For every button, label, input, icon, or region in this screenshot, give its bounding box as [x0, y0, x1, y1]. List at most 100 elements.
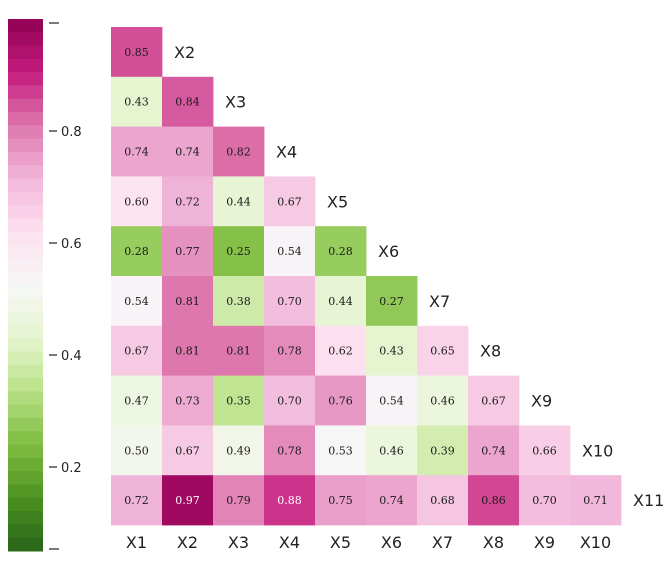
colorbar-segment [8, 231, 43, 246]
cell-value-label: 0.81 [175, 345, 200, 358]
colorbar-segment [8, 19, 43, 33]
cell-value-label: 0.77 [175, 245, 200, 258]
cell-value-label: 0.67 [124, 345, 149, 358]
heatmap-cell [264, 375, 316, 426]
heatmap-cell [162, 126, 214, 177]
cell-value-label: 0.70 [277, 295, 302, 308]
cell-value-label: 0.54 [124, 295, 149, 308]
heatmap-cell [417, 425, 469, 476]
colorbar-segment [8, 112, 43, 126]
row-label: X2 [174, 43, 195, 62]
heatmap-cell [366, 375, 418, 426]
cell-value-label: 0.74 [175, 146, 200, 159]
heatmap-cell [315, 375, 367, 426]
colorbar-segment [8, 218, 43, 233]
heatmap-cell [162, 76, 214, 127]
row-label: X3 [225, 93, 246, 112]
heatmap-cell [213, 276, 265, 327]
cell-value-label: 0.85 [124, 46, 149, 59]
colorbar-segment [8, 165, 43, 180]
cell-value-label: 0.25 [226, 245, 251, 258]
cell-value-label: 0.70 [532, 494, 557, 507]
colorbar-tick-label: 0.6 [61, 237, 82, 252]
cell-value-label: 0.81 [175, 295, 200, 308]
cell-value-label: 0.88 [277, 494, 302, 507]
cell-value-label: 0.53 [328, 444, 353, 457]
heatmap-cell [315, 425, 367, 476]
cell-value-label: 0.86 [481, 494, 506, 507]
colorbar-segment [8, 271, 43, 286]
colorbar-segment [8, 191, 43, 206]
heatmap-cell [264, 425, 316, 476]
heatmap-cell [468, 425, 520, 476]
column-label: X7 [432, 533, 453, 552]
heatmap-cell [213, 226, 265, 277]
cell-value-label: 0.78 [277, 444, 302, 457]
row-label: X11 [633, 491, 664, 510]
colorbar-segment [8, 298, 43, 313]
heatmap-cell [213, 176, 265, 227]
row-label: X7 [429, 292, 450, 311]
cell-value-label: 0.67 [277, 195, 302, 208]
cell-value-label: 0.54 [379, 395, 404, 408]
column-label: X5 [330, 533, 351, 552]
colorbar-segment [8, 245, 43, 259]
cell-value-label: 0.72 [175, 195, 200, 208]
heatmap-cell [162, 276, 214, 327]
column-label: X9 [534, 533, 555, 552]
heatmap-cell [315, 325, 367, 376]
colorbar-tick-label: 0.8 [61, 125, 82, 140]
colorbar-segment [8, 324, 43, 339]
colorbar: 0.2 0.4 0.6 0.8 [8, 19, 82, 552]
colorbar-segment [8, 457, 43, 472]
heatmap-cell [111, 226, 163, 277]
cell-value-label: 0.73 [175, 395, 200, 408]
colorbar-segment [8, 391, 43, 406]
colorbar-segment [8, 45, 43, 60]
colorbar-segment [8, 32, 43, 47]
cell-value-label: 0.38 [226, 295, 251, 308]
heatmap-cell [264, 276, 316, 327]
colorbar-segment [8, 311, 43, 326]
row-label: X9 [531, 392, 552, 411]
cell-value-label: 0.28 [328, 245, 353, 258]
colorbar-segment [8, 431, 43, 446]
colorbar-segment [8, 85, 43, 100]
cell-value-label: 0.74 [481, 444, 506, 457]
column-label: X4 [279, 533, 300, 552]
cell-value-label: 0.39 [430, 444, 455, 457]
column-labels: X1 X2 X3 X4 X5 X6 X7 X8 X9 X10 [126, 533, 611, 552]
cell-value-label: 0.74 [379, 494, 404, 507]
heatmap-cell [264, 226, 316, 277]
cell-value-label: 0.67 [175, 444, 200, 457]
colorbar-segment [8, 258, 43, 273]
colorbar-segment [8, 285, 43, 299]
cell-value-label: 0.46 [430, 395, 455, 408]
heatmap-cell [111, 76, 163, 127]
heatmap-cell [264, 176, 316, 227]
cell-value-label: 0.62 [328, 345, 353, 358]
heatmap-cell [315, 475, 367, 526]
cell-value-label: 0.68 [430, 494, 455, 507]
colorbar-segment [8, 537, 43, 552]
heatmap-cell [111, 475, 163, 526]
cell-value-label: 0.66 [532, 444, 557, 457]
heatmap-cell [111, 126, 163, 177]
cell-value-label: 0.50 [124, 444, 149, 457]
heatmap-cell [315, 226, 367, 277]
cell-value-label: 0.43 [379, 345, 404, 358]
heatmap-cell [366, 475, 418, 526]
colorbar-tick-label: 0.2 [61, 461, 82, 476]
cell-value-label: 0.54 [277, 245, 302, 258]
colorbar-segment [8, 125, 43, 140]
heatmap-cell [162, 425, 214, 476]
heatmap-cell [162, 176, 214, 227]
cell-value-label: 0.28 [124, 245, 149, 258]
cell-value-label: 0.79 [226, 494, 251, 507]
heatmap-cell [315, 276, 367, 327]
cell-value-label: 0.47 [124, 395, 149, 408]
colorbar-segment [8, 484, 43, 499]
cell-value-label: 0.97 [175, 494, 200, 507]
heatmap-cell [468, 375, 520, 426]
